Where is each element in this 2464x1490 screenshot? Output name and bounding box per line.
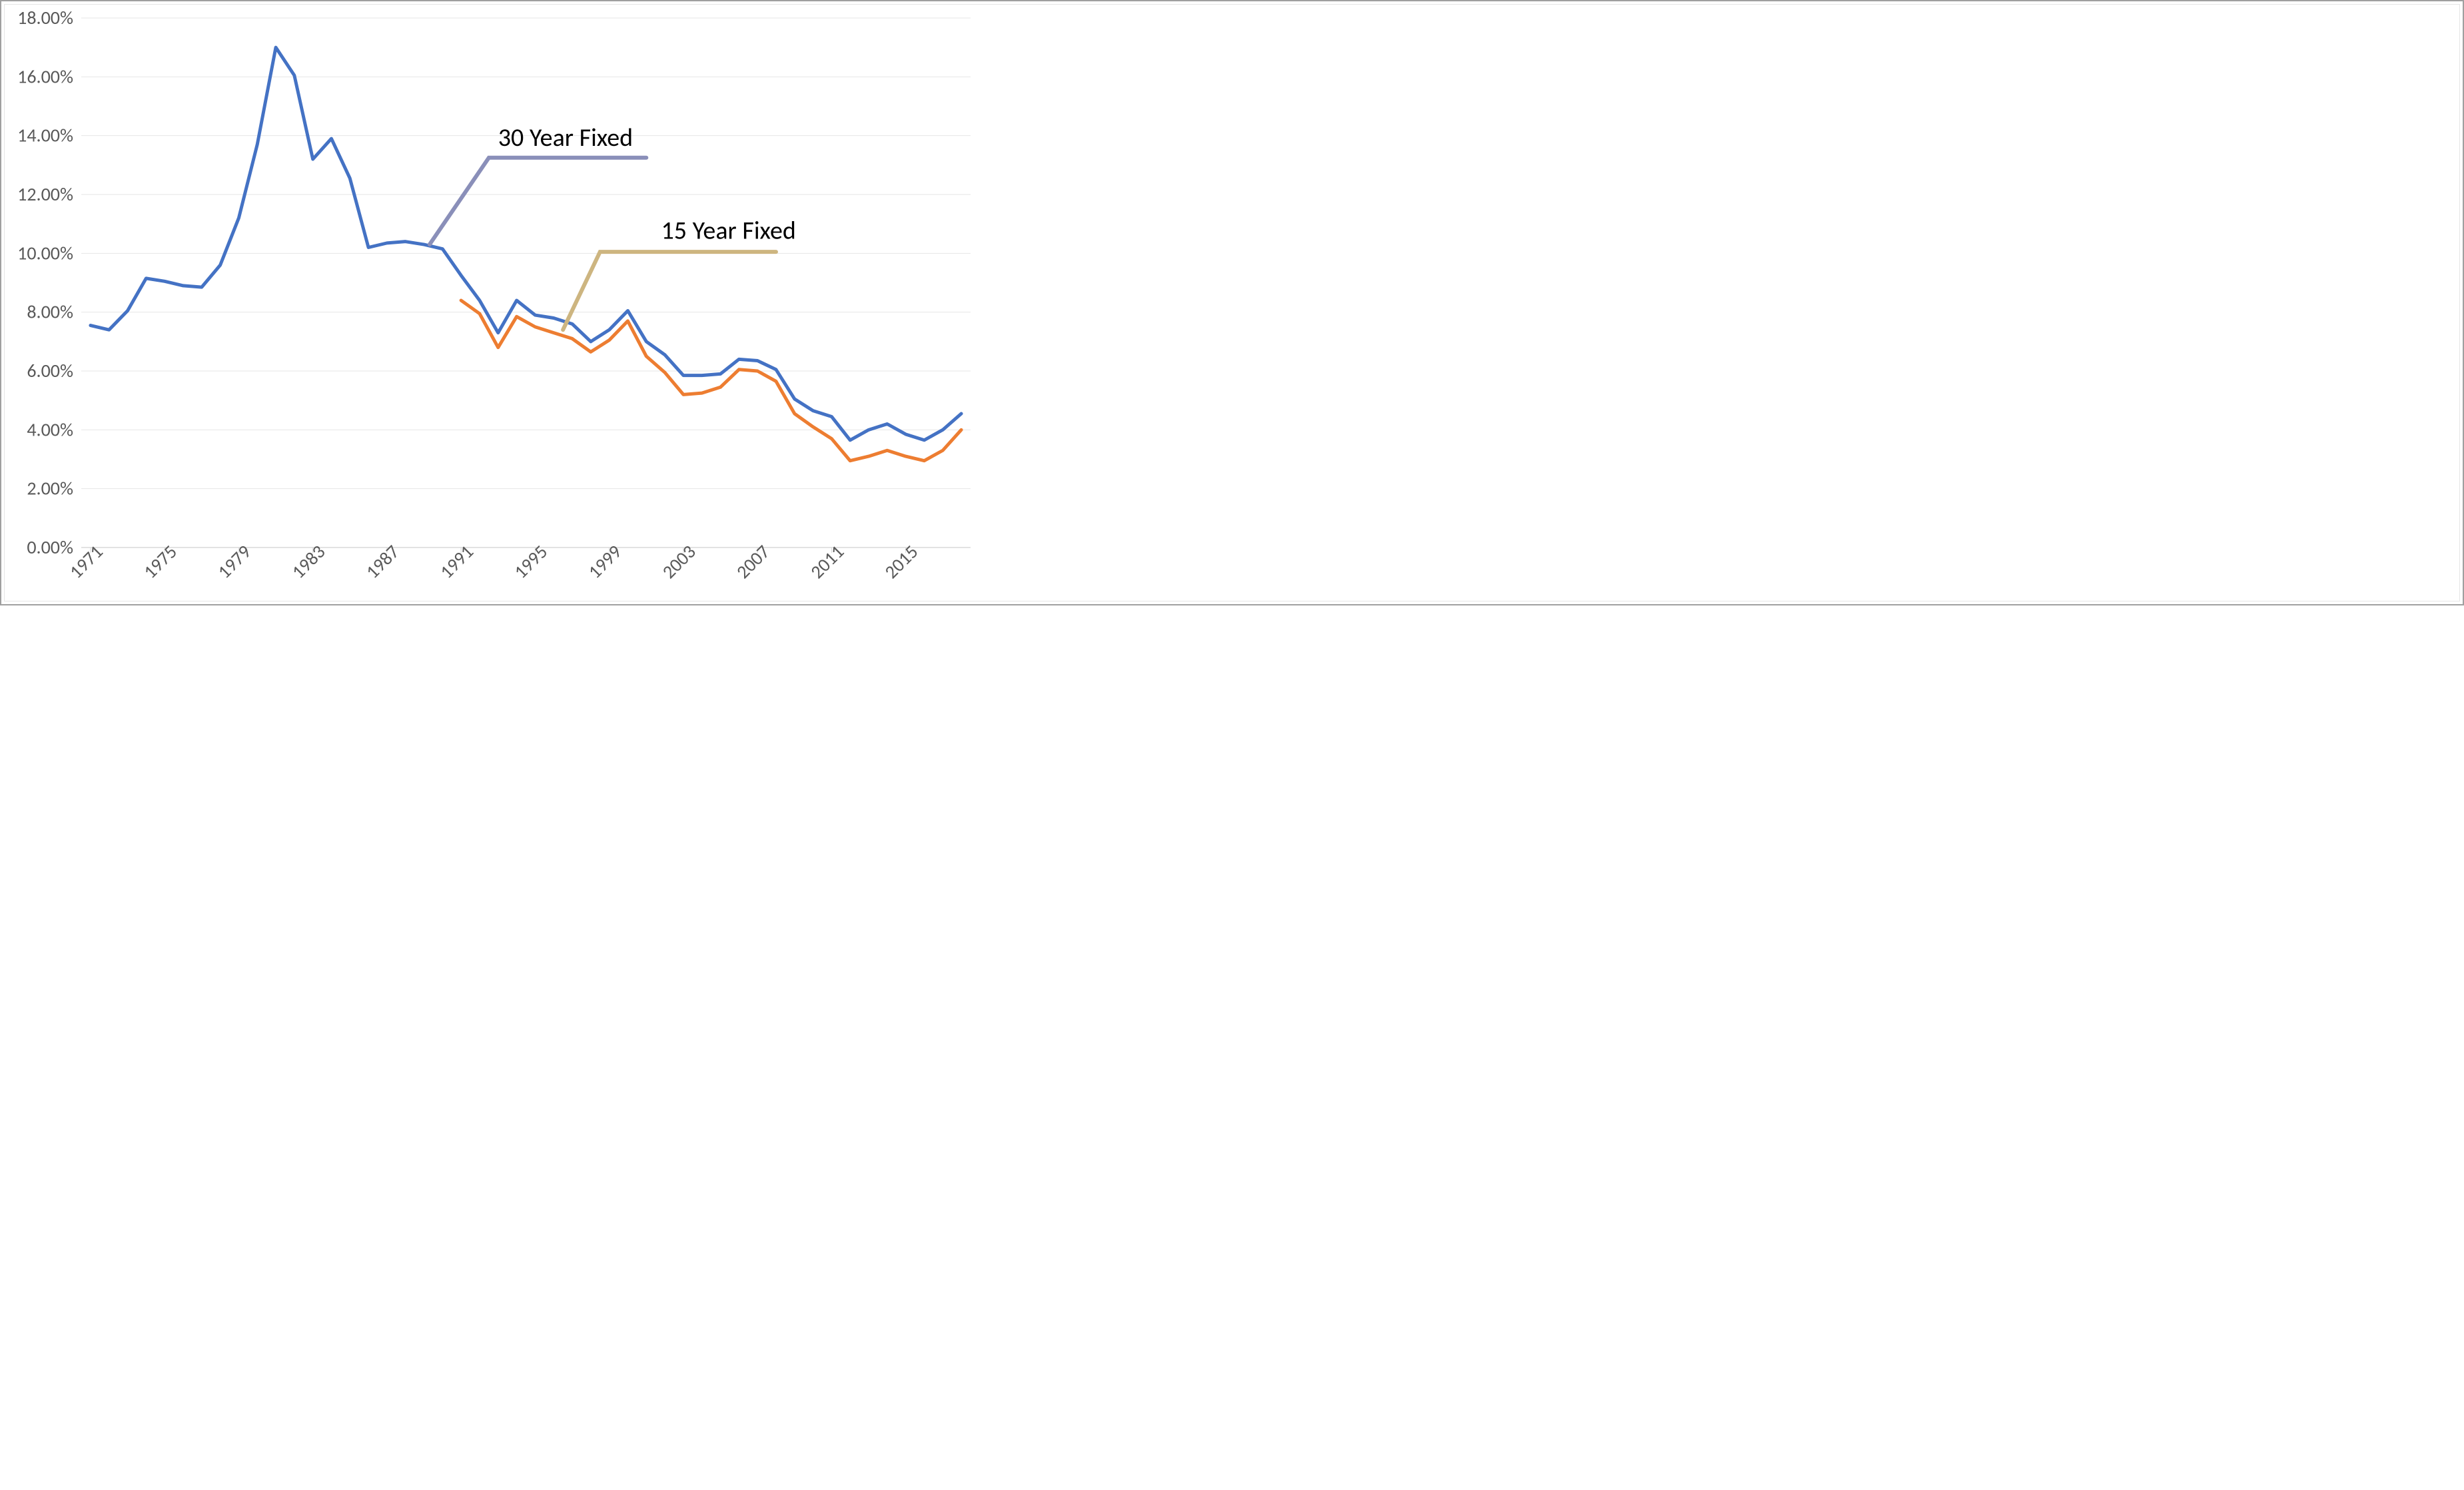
y-tick-label: 0.00% [27,536,73,559]
y-tick-label: 16.00% [17,65,73,88]
y-tick-label: 10.00% [17,241,73,264]
chart-outer-frame: 0.00% 2.00% 4.00% 6.00% 8.00% 10.00% 12.00% 14.… [0,0,2464,605]
y-tick-label: 14.00% [17,124,73,147]
y-tick-label: 12.00% [17,183,73,206]
y-tick-label: 2.00% [27,477,73,500]
chart-inner-frame: 0.00% 2.00% 4.00% 6.00% 8.00% 10.00% 12.00% 14.… [4,4,2460,601]
y-tick-label: 8.00% [27,300,73,324]
y-tick-label: 18.00% [17,6,73,29]
annotation-label: 15 Year Fixed [661,215,796,246]
line-chart: 0.00% 2.00% 4.00% 6.00% 8.00% 10.00% 12.00% 14.… [5,5,991,601]
annotation-label: 30 Year Fixed [498,123,633,153]
y-tick-label: 6.00% [27,359,73,382]
y-tick-label: 4.00% [27,418,73,441]
plot-area [81,18,971,548]
